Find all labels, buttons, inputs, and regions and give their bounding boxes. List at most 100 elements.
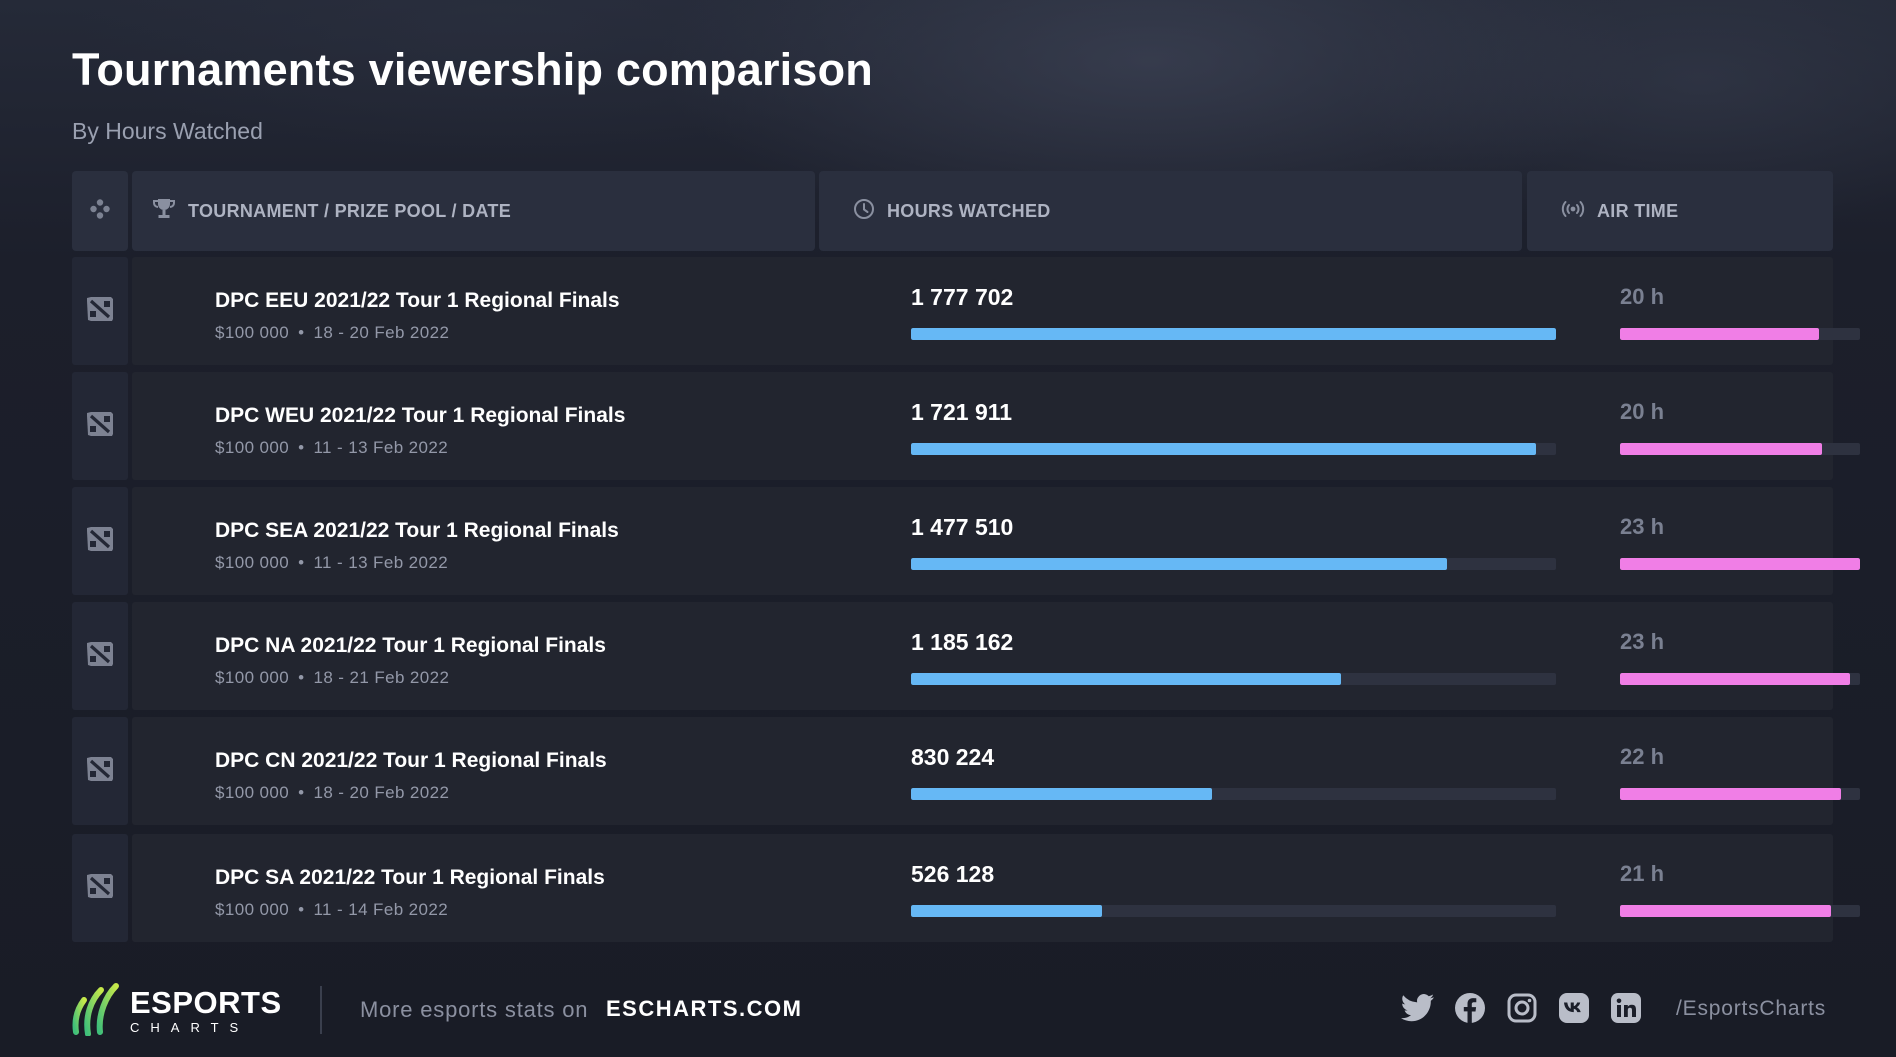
column-header-hours: HOURS WATCHED: [819, 171, 1522, 251]
hours-watched-value: 1 777 702: [911, 284, 1014, 310]
prize-pool: $100 000: [215, 900, 290, 919]
page-subtitle: By Hours Watched: [72, 118, 263, 144]
trophy-icon: [152, 198, 176, 225]
column-header-tournament-label: TOURNAMENT / PRIZE POOL / DATE: [188, 200, 512, 221]
air-time-bar: [1620, 905, 1832, 917]
dota2-logo-icon: [85, 410, 115, 443]
air-time-bar: [1620, 673, 1851, 685]
column-header-air: AIR TIME: [1527, 171, 1833, 251]
footer-divider: [320, 986, 322, 1034]
footer-site-link[interactable]: ESCHARTS.COM: [606, 996, 803, 1021]
tournament-meta: $100 000 • 18 - 20 Feb 2022: [215, 323, 449, 343]
tournament-date: 11 - 14 Feb 2022: [313, 900, 449, 919]
row-game-cell: [72, 487, 128, 595]
air-time-bar: [1620, 328, 1820, 340]
column-header-tournament: TOURNAMENT / PRIZE POOL / DATE: [132, 171, 815, 251]
air-time-bar-track: [1620, 443, 1860, 455]
hours-bar: [911, 328, 1556, 340]
hours-bar: [911, 673, 1341, 685]
prize-pool: $100 000: [215, 323, 290, 342]
meta-separator: •: [298, 553, 305, 572]
tournament-name[interactable]: DPC SA 2021/22 Tour 1 Regional Finals: [215, 866, 605, 889]
tournament-date: 11 - 13 Feb 2022: [313, 438, 449, 457]
instagram-icon[interactable]: [1504, 990, 1540, 1026]
hours-bar-track: [911, 673, 1556, 685]
air-time-bar: [1620, 558, 1860, 570]
column-header-game: [72, 171, 128, 251]
dota2-logo-icon: [85, 755, 115, 788]
hours-bar: [911, 443, 1536, 455]
prize-pool: $100 000: [215, 553, 290, 572]
hours-watched-value: 1 721 911: [911, 399, 1013, 425]
tournament-name[interactable]: DPC CN 2021/22 Tour 1 Regional Finals: [215, 749, 607, 772]
row-game-cell: [72, 834, 128, 942]
row-body: DPC EEU 2021/22 Tour 1 Regional Finals $1…: [132, 257, 1860, 365]
tournament-meta: $100 000 • 11 - 13 Feb 2022: [215, 553, 448, 573]
esports-charts-logo[interactable]: ESPORTS CHARTS: [72, 982, 282, 1041]
twitter-icon[interactable]: [1400, 990, 1436, 1026]
air-time-value: 22 h: [1620, 744, 1665, 769]
tournament-name[interactable]: DPC SEA 2021/22 Tour 1 Regional Finals: [215, 519, 619, 542]
footer-promo-text: More esports stats on: [360, 997, 589, 1022]
logo-wordmark: ESPORTS CHARTS: [130, 985, 282, 1035]
vk-icon[interactable]: [1556, 990, 1592, 1026]
tournament-name[interactable]: DPC EEU 2021/22 Tour 1 Regional Finals: [215, 289, 620, 312]
logo-mark-icon: [72, 982, 120, 1041]
air-time-value: 23 h: [1620, 629, 1665, 654]
meta-separator: •: [298, 323, 305, 342]
table-row[interactable]: DPC SEA 2021/22 Tour 1 Regional Finals $1…: [72, 487, 1860, 595]
facebook-icon[interactable]: [1452, 990, 1488, 1026]
prize-pool: $100 000: [215, 783, 290, 802]
tournament-name[interactable]: DPC WEU 2021/22 Tour 1 Regional Finals: [215, 404, 626, 427]
prize-pool: $100 000: [215, 438, 290, 457]
air-time-bar-track: [1620, 673, 1860, 685]
row-body: DPC NA 2021/22 Tour 1 Regional Finals $10…: [132, 602, 1860, 710]
logo-main-text: ESPORTS: [130, 985, 282, 1020]
table-row[interactable]: DPC CN 2021/22 Tour 1 Regional Finals $10…: [72, 717, 1860, 825]
hours-bar: [911, 788, 1213, 800]
table-row[interactable]: DPC NA 2021/22 Tour 1 Regional Finals $10…: [72, 602, 1860, 710]
dota2-logo-icon: [85, 525, 115, 558]
air-time-bar-track: [1620, 788, 1860, 800]
hours-watched-value: 830 224: [911, 744, 995, 770]
meta-separator: •: [298, 900, 305, 919]
air-time-bar-track: [1620, 558, 1860, 570]
clock-icon: [853, 198, 875, 225]
table-row[interactable]: DPC SA 2021/22 Tour 1 Regional Finals $10…: [72, 834, 1860, 942]
column-header-hours-label: HOURS WATCHED: [887, 200, 1051, 221]
social-links: [1400, 990, 1660, 1026]
tournament-date: 18 - 20 Feb 2022: [313, 323, 450, 342]
tournament-date: 18 - 20 Feb 2022: [313, 783, 450, 802]
tournament-meta: $100 000 • 18 - 21 Feb 2022: [215, 668, 449, 688]
tournament-meta: $100 000 • 11 - 13 Feb 2022: [215, 438, 448, 458]
social-handle[interactable]: /EsportsCharts: [1676, 997, 1827, 1020]
dota2-logo-icon: [85, 640, 115, 673]
logo-sub-text: CHARTS: [130, 1020, 250, 1035]
meta-separator: •: [298, 668, 305, 687]
row-game-cell: [72, 717, 128, 825]
tournament-name[interactable]: DPC NA 2021/22 Tour 1 Regional Finals: [215, 634, 606, 657]
tournament-meta: $100 000 • 11 - 14 Feb 2022: [215, 900, 448, 920]
air-time-value: 20 h: [1620, 284, 1665, 309]
linkedin-icon[interactable]: [1608, 990, 1644, 1026]
air-time-bar-track: [1620, 905, 1860, 917]
dota2-logo-icon: [85, 872, 115, 905]
air-time-value: 23 h: [1620, 514, 1665, 539]
prize-pool: $100 000: [215, 668, 290, 687]
row-game-cell: [72, 257, 128, 365]
air-time-value: 21 h: [1620, 861, 1665, 886]
table-row[interactable]: DPC EEU 2021/22 Tour 1 Regional Finals $1…: [72, 257, 1860, 365]
column-header-air-label: AIR TIME: [1597, 200, 1679, 221]
hours-bar-track: [911, 328, 1556, 340]
row-body: DPC CN 2021/22 Tour 1 Regional Finals $10…: [132, 717, 1860, 825]
hours-bar-track: [911, 558, 1556, 570]
table-row[interactable]: DPC WEU 2021/22 Tour 1 Regional Finals $1…: [72, 372, 1860, 480]
row-game-cell: [72, 372, 128, 480]
tournament-date: 18 - 21 Feb 2022: [313, 668, 450, 687]
meta-separator: •: [298, 438, 305, 457]
gamepad-icon: [89, 198, 111, 225]
dota2-logo-icon: [85, 295, 115, 328]
tournament-date: 11 - 13 Feb 2022: [313, 553, 449, 572]
row-body: DPC SEA 2021/22 Tour 1 Regional Finals $1…: [132, 487, 1860, 595]
meta-separator: •: [298, 783, 305, 802]
